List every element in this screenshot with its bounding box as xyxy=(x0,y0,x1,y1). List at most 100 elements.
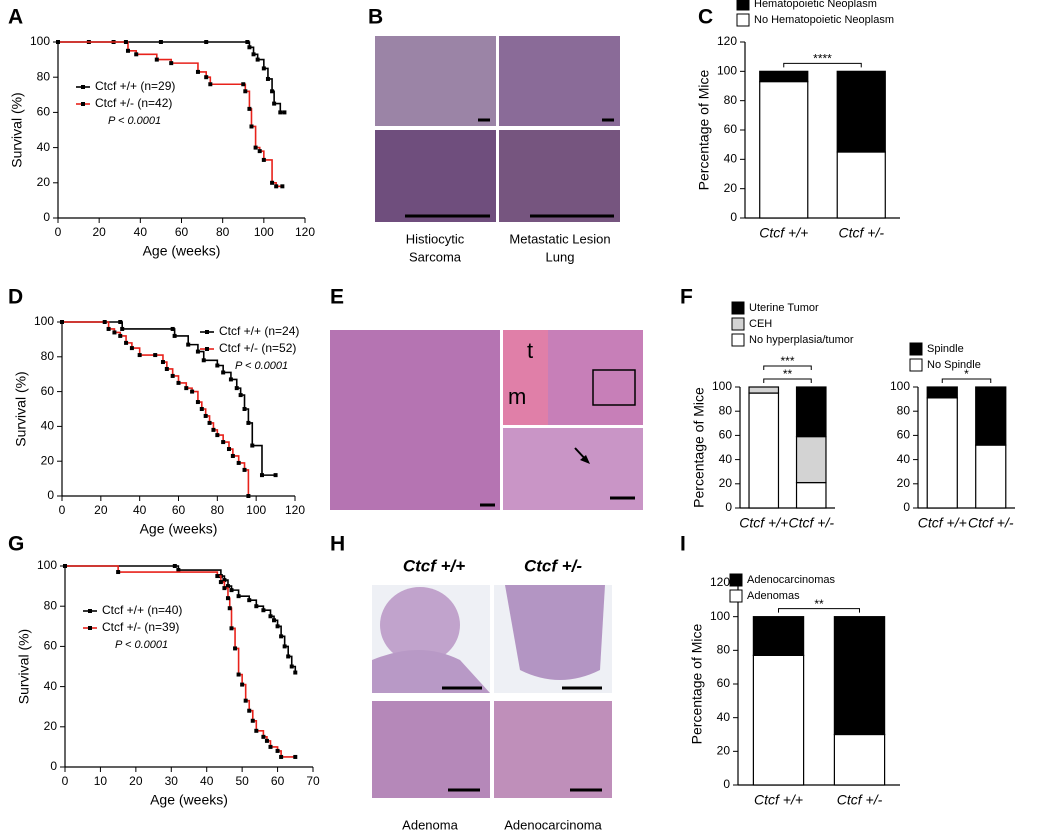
survival-marker xyxy=(245,40,250,44)
survival-marker xyxy=(234,386,239,391)
significance-bracket xyxy=(941,378,992,383)
survival-marker xyxy=(215,433,220,438)
y-tick-label: 120 xyxy=(717,34,737,48)
survival-marker xyxy=(293,754,298,759)
survival-marker xyxy=(225,596,230,601)
survival-marker xyxy=(246,420,251,425)
y-axis-label: Survival (%) xyxy=(9,92,25,167)
y-tick-label: 100 xyxy=(712,379,732,393)
x-tick-label: 60 xyxy=(271,774,285,788)
survival-marker xyxy=(195,69,200,74)
survival-marker xyxy=(265,76,270,81)
survival-marker xyxy=(240,682,245,687)
p-value: P < 0.0001 xyxy=(235,360,288,372)
panel-letter: A xyxy=(8,6,23,29)
y-axis-label: Survival (%) xyxy=(13,371,29,446)
x-tick-label: 40 xyxy=(134,225,148,239)
panel-letter: E xyxy=(330,286,344,309)
image-caption: Sarcoma xyxy=(409,249,462,264)
legend-swatch xyxy=(736,13,750,27)
x-tick-label: Ctcf +/+ xyxy=(759,225,808,241)
significance-bracket xyxy=(778,608,860,613)
survival-marker xyxy=(255,57,260,62)
image-caption: Adenoma xyxy=(402,817,458,832)
x-tick-label: 0 xyxy=(62,774,69,788)
significance-label: ** xyxy=(814,597,824,611)
survival-marker xyxy=(106,326,111,331)
bar-segment xyxy=(759,80,809,219)
image-caption: Lung xyxy=(546,249,575,264)
survival-marker xyxy=(203,413,208,418)
survival-marker xyxy=(195,349,200,354)
y-tick-label: 40 xyxy=(37,140,51,154)
survival-marker xyxy=(268,614,273,619)
y-tick-label: 80 xyxy=(717,643,731,657)
survival-marker xyxy=(280,184,285,189)
y-tick-label: 40 xyxy=(717,710,731,724)
x-tick-label: 20 xyxy=(94,503,108,517)
legend-swatch xyxy=(909,342,923,356)
y-tick-label: 100 xyxy=(37,558,57,572)
y-tick-label: 0 xyxy=(723,777,730,791)
survival-marker xyxy=(186,342,191,347)
survival-marker xyxy=(275,624,280,629)
bar-segment xyxy=(748,392,780,509)
survival-marker xyxy=(259,473,264,478)
legend-label: Adenomas xyxy=(747,590,800,602)
legend-swatch xyxy=(731,317,745,331)
y-tick-label: 40 xyxy=(897,452,911,466)
legend-label: Ctcf +/+ (n=40) xyxy=(102,603,182,617)
survival-marker xyxy=(176,380,181,385)
x-tick-label: 0 xyxy=(55,225,62,239)
significance-label: *** xyxy=(780,354,794,368)
survival-marker xyxy=(242,407,247,411)
image-label: m xyxy=(508,384,526,409)
panel-letter: B xyxy=(368,6,383,29)
x-tick-label: Ctcf +/- xyxy=(837,792,883,808)
y-tick-label: 40 xyxy=(724,152,738,166)
histology-image xyxy=(499,36,620,126)
histology-image xyxy=(499,130,620,222)
survival-marker xyxy=(123,40,128,44)
survival-marker xyxy=(222,578,227,583)
y-tick-label: 40 xyxy=(41,419,55,433)
arrow-head xyxy=(580,455,590,464)
survival-marker xyxy=(176,568,181,573)
x-axis-label: Age (weeks) xyxy=(150,792,228,808)
legend-label: CEH xyxy=(749,318,772,330)
significance-label: * xyxy=(964,367,969,381)
survival-marker xyxy=(274,184,279,189)
y-tick-label: 80 xyxy=(44,598,58,612)
legend-label: No hyperplasia/tumor xyxy=(749,334,854,346)
survival-marker xyxy=(253,145,258,150)
survival-marker xyxy=(204,75,209,80)
legend-label: No Hematopoietic Neoplasm xyxy=(754,14,894,26)
y-tick-label: 60 xyxy=(717,676,731,690)
survival-marker xyxy=(56,40,60,44)
legend-label: No Spindle xyxy=(927,359,981,371)
y-tick-label: 100 xyxy=(30,34,50,48)
survival-line xyxy=(65,565,297,673)
survival-marker xyxy=(273,473,278,478)
legend-label: Ctcf +/+ (n=24) xyxy=(219,324,299,338)
survival-marker xyxy=(264,738,269,743)
bar-segment xyxy=(975,444,1007,509)
survival-marker xyxy=(249,124,254,129)
significance-label: **** xyxy=(813,52,832,66)
legend-label: Uterine Tumor xyxy=(749,302,819,314)
survival-marker xyxy=(233,646,238,651)
bar-segment xyxy=(833,616,886,736)
legend-label: Ctcf +/+ (n=29) xyxy=(95,79,175,93)
y-tick-label: 80 xyxy=(41,349,55,363)
panel-letter: H xyxy=(330,533,345,556)
y-tick-label: 40 xyxy=(44,679,58,693)
bar-segment xyxy=(833,733,886,786)
bar-segment xyxy=(795,386,827,438)
survival-marker xyxy=(247,45,252,50)
survival-marker xyxy=(208,82,213,87)
survival-marker xyxy=(129,346,134,351)
y-tick-label: 60 xyxy=(897,428,911,442)
y-tick-label: 60 xyxy=(724,122,738,136)
